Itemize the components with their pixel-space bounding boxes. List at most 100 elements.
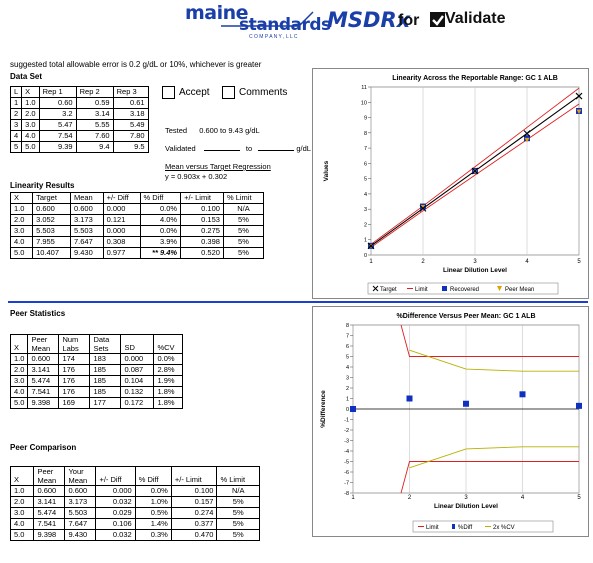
table-row: 1.0 0.600 174 183 0.000 0.0% — [9, 353, 184, 365]
chart-title: Linearity Across the Reportable Range: G… — [392, 75, 558, 82]
legend-label: Target — [380, 287, 397, 293]
y-axis-label: %Difference — [320, 390, 327, 428]
logo-standards: standards — [239, 15, 331, 35]
lower-limit-line — [400, 461, 579, 494]
table-header-row: X Peer Mean Your Mean +/- Diff % Diff +/… — [9, 466, 260, 486]
y-tick-label: 6 — [346, 344, 349, 350]
chart-legend — [412, 520, 554, 533]
tested-row: Tested 0.600 to 9.43 g/dL — [165, 126, 260, 135]
comments-checkbox[interactable]: Comments — [222, 86, 287, 99]
x-tick-label: 1 — [369, 259, 373, 265]
table-row: 5.0 9.398 9.430 0.032 0.3% 0.470 5% — [9, 529, 260, 541]
x-tick-label: 4 — [521, 495, 525, 501]
y-tick-label: 4 — [364, 192, 367, 198]
legend-label: Limit — [415, 287, 428, 293]
peer-stats-table: X Peer Mean Num Labs Data Sets SD %CV 1.… — [9, 334, 184, 409]
col-header: L — [9, 86, 23, 98]
y-tick-label: 6 — [364, 161, 367, 167]
y-axis-label: Values — [323, 160, 330, 181]
x-tick-label: 3 — [464, 495, 468, 501]
y-tick-label: 7 — [346, 334, 349, 340]
peer-comp-title: Peer Comparison — [10, 443, 77, 452]
y-tick-label: 2 — [346, 386, 349, 392]
y-tick-label: 3 — [364, 207, 367, 213]
upper-cv-line — [409, 349, 579, 372]
table-row: 2.0 3.141 3.173 0.032 1.0% 0.157 5% — [9, 496, 260, 508]
x-axis-label: Linear Dilution Level — [434, 503, 498, 510]
pct-diff-point — [350, 406, 356, 412]
target-point — [575, 92, 583, 100]
legend-recovered-icon — [442, 286, 447, 291]
regression-title: Mean versus Target Regression — [165, 162, 271, 171]
y-tick-label: 0 — [346, 407, 349, 413]
validate-check-icon — [430, 12, 445, 27]
y-tick-label: 1 — [346, 397, 349, 403]
validated-label: Validated — [165, 144, 196, 153]
logo-swoosh-icon — [221, 11, 314, 27]
table-row: 4.0 7.541 7.647 0.106 1.4% 0.377 5% — [9, 518, 260, 530]
validated-row: Validated to g/dL — [165, 142, 311, 153]
accept-label: Accept — [179, 87, 210, 99]
dataset-table: L X Rep 1 Rep 2 Rep 3 1 1.0 0.60 0.59 0.61 2… — [9, 86, 149, 153]
y-tick-label: -6 — [344, 470, 349, 476]
logo-maine: maine — [185, 2, 249, 24]
col-header: Rep 3 — [112, 86, 149, 98]
y-tick-label: 8 — [364, 131, 367, 137]
table-row: 2 2.0 3.2 3.14 3.18 — [9, 108, 149, 120]
legend-label: Limit — [426, 525, 439, 531]
y-tick-label: -7 — [344, 481, 349, 487]
y-tick-label: -1 — [344, 418, 349, 424]
table-row: 3.0 5.474 5.503 0.029 0.5% 0.274 5% — [9, 507, 260, 519]
x-tick-label: 4 — [525, 259, 529, 265]
accept-box[interactable] — [162, 86, 175, 99]
validated-from-field[interactable] — [203, 142, 240, 151]
linearity-title: Linearity Results — [10, 181, 75, 190]
y-tick-label: -5 — [344, 460, 349, 466]
legend-target-icon — [372, 285, 379, 292]
table-row: 2.0 3.141 176 185 0.087 2.8% — [9, 364, 184, 376]
header-logo: maine standards C O M P A N Y , L L C MS… — [183, 0, 443, 42]
table-row: 1.0 0.600 0.600 0.000 0.0% 0.100 N/A — [9, 203, 265, 215]
y-tick-label: 7 — [364, 146, 367, 152]
regression-equation: y = 0.903x + 0.302 — [165, 172, 228, 181]
table-row: 4.0 7.955 7.647 0.308 3.9% 0.398 5% — [9, 236, 265, 248]
y-tick-label: 10 — [361, 100, 367, 106]
table-row: 1.0 0.600 0.600 0.000 0.0% 0.100 N/A — [9, 485, 260, 497]
y-tick-label: -2 — [344, 428, 349, 434]
legend-label: %Diff — [458, 525, 473, 531]
logo-company: C O M P A N Y , L L C — [249, 34, 298, 40]
pct-diff-point — [463, 400, 469, 407]
accept-checkbox[interactable]: Accept — [162, 86, 210, 99]
target-point — [523, 130, 531, 137]
table-row: 5.0 9.398 169 177 0.172 1.8% — [9, 397, 184, 409]
legend-label: Recovered — [450, 287, 479, 293]
tested-label: Tested — [165, 126, 188, 135]
tested-value: 0.600 to 9.43 g/dL — [199, 126, 260, 135]
y-tick-label: 5 — [364, 177, 367, 183]
logo-msdrx: MSDRx — [327, 8, 411, 32]
table-row: 5.0 10.407 9.430 0.977 ** 9.4% 0.520 5% — [9, 247, 265, 259]
logo-for: for — [398, 12, 420, 29]
validated-to-field[interactable] — [258, 142, 295, 151]
chart-title: %Difference Versus Peer Mean: GC 1 ALB — [396, 313, 535, 320]
upper-limit-line — [400, 324, 579, 357]
legend-diff-icon — [452, 524, 455, 529]
allowable-error-note: suggested total allowable error is 0.2 g… — [10, 60, 262, 69]
comments-box[interactable] — [222, 86, 235, 99]
y-tick-label: 4 — [346, 365, 349, 371]
table-row: 5 5.0 9.39 9.4 9.5 — [9, 141, 149, 153]
dataset-title: Data Set — [10, 72, 43, 81]
x-tick-label: 1 — [351, 495, 355, 501]
lower-cv-line — [409, 446, 579, 469]
y-tick-label: 1 — [364, 238, 367, 244]
table-row: 2.0 3.052 3.173 0.121 4.0% 0.153 5% — [9, 214, 265, 226]
chart-legend — [367, 282, 559, 295]
y-tick-label: -3 — [344, 439, 349, 445]
peer-stats-title: Peer Statistics — [10, 309, 66, 318]
col-header: X — [21, 86, 40, 98]
table-row: 4 4.0 7.54 7.60 7.80 — [9, 130, 149, 142]
table-row: 3.0 5.503 5.503 0.000 0.0% 0.275 5% — [9, 225, 265, 237]
linearity-table: X Target Mean +/- Diff% Diff +/- Limit% Limi… — [9, 192, 265, 259]
y-tick-label: 9 — [364, 116, 367, 122]
table-header-row: L X Rep 1 Rep 2 Rep 3 — [9, 86, 149, 98]
